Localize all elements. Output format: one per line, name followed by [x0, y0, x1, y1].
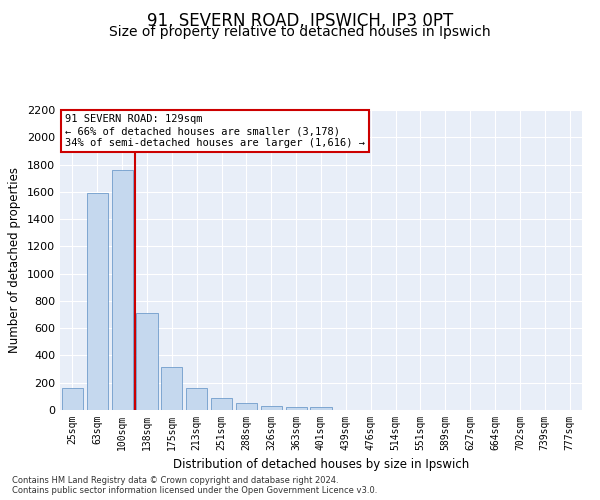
Y-axis label: Number of detached properties: Number of detached properties — [8, 167, 22, 353]
Bar — [87, 193, 108, 410]
Bar — [186, 388, 207, 410]
Bar — [286, 407, 307, 410]
Text: 91, SEVERN ROAD, IPSWICH, IP3 0PT: 91, SEVERN ROAD, IPSWICH, IP3 0PT — [147, 12, 453, 30]
Text: Size of property relative to detached houses in Ipswich: Size of property relative to detached ho… — [109, 25, 491, 39]
Text: 91 SEVERN ROAD: 129sqm
← 66% of detached houses are smaller (3,178)
34% of semi-: 91 SEVERN ROAD: 129sqm ← 66% of detached… — [65, 114, 365, 148]
Bar — [310, 407, 332, 410]
Bar — [62, 388, 83, 410]
Bar — [261, 406, 282, 410]
Bar — [211, 398, 232, 410]
Text: Contains HM Land Registry data © Crown copyright and database right 2024.
Contai: Contains HM Land Registry data © Crown c… — [12, 476, 377, 495]
Bar — [136, 313, 158, 410]
X-axis label: Distribution of detached houses by size in Ipswich: Distribution of detached houses by size … — [173, 458, 469, 471]
Bar — [161, 367, 182, 410]
Bar — [112, 170, 133, 410]
Bar — [236, 402, 257, 410]
